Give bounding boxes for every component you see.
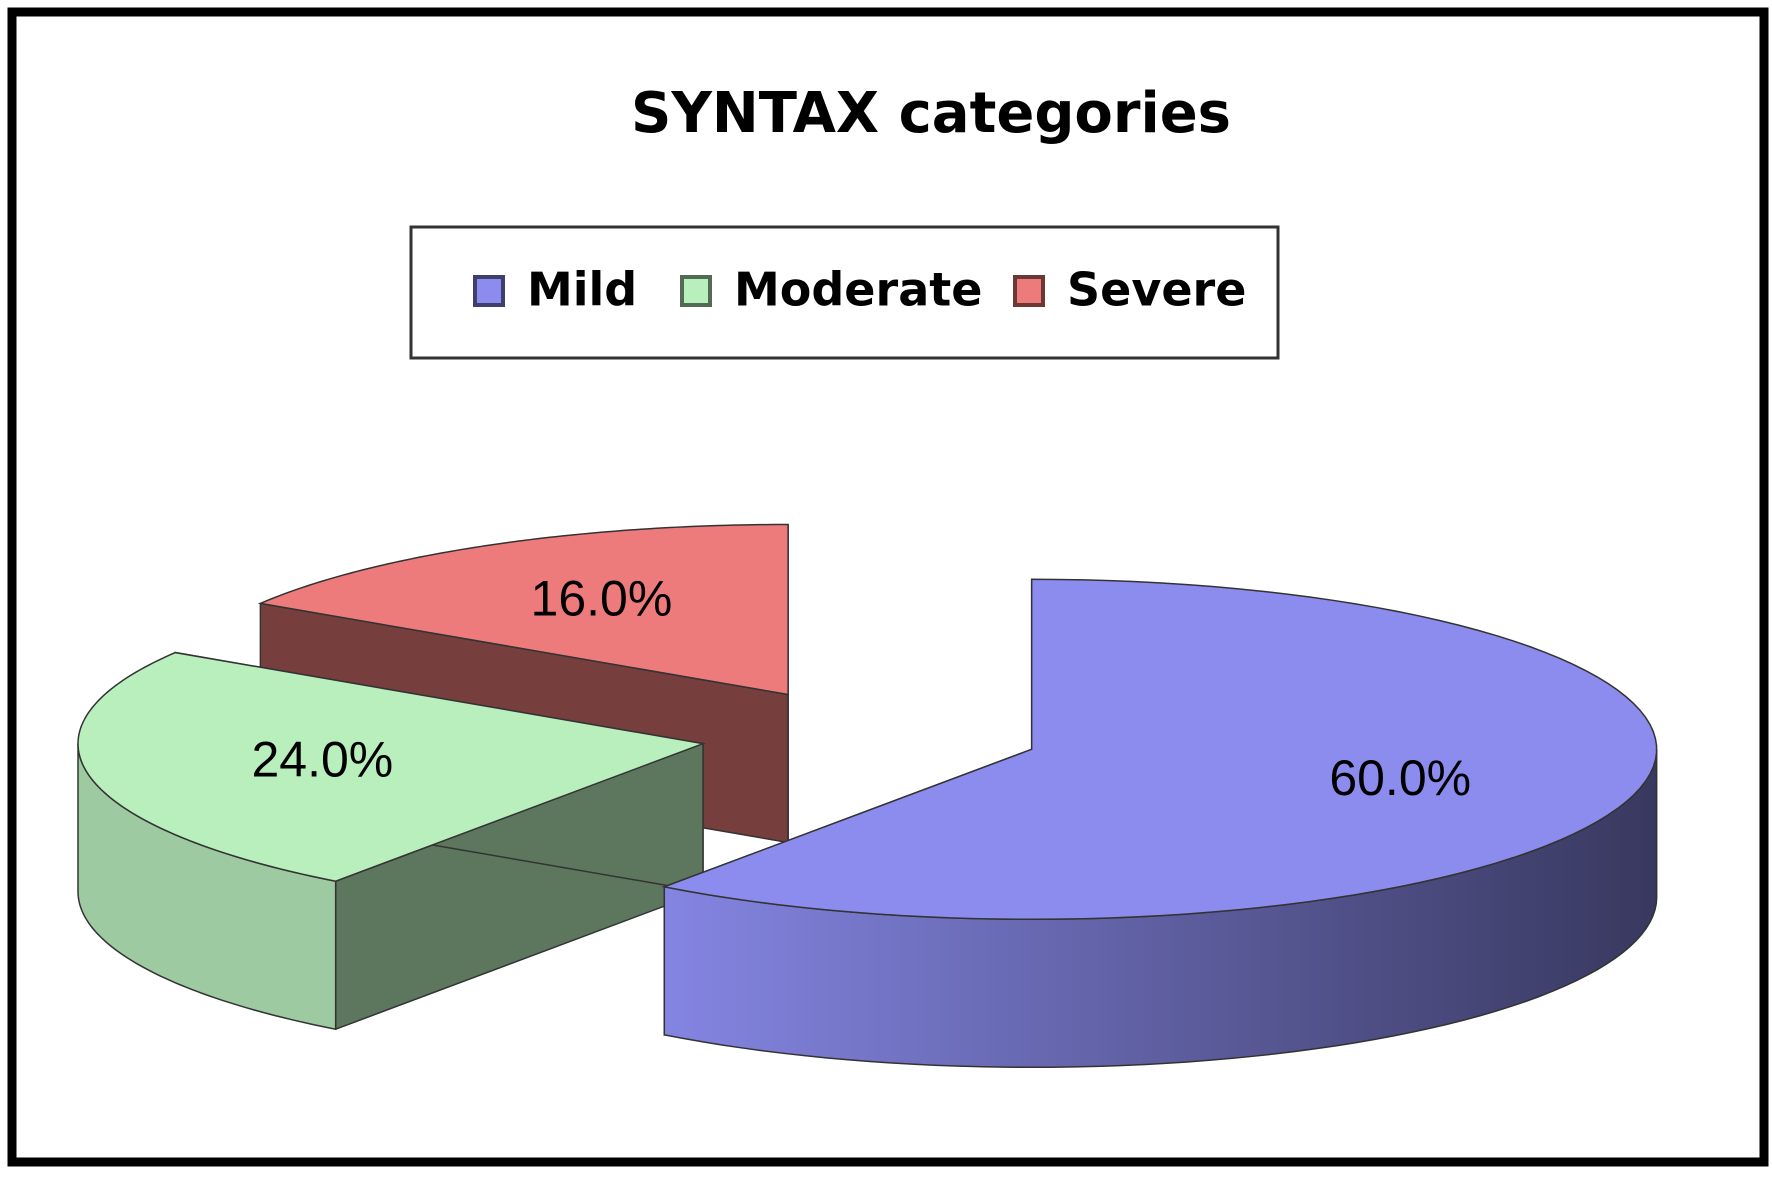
legend-box <box>409 225 1280 360</box>
chart-title: SYNTAX categories <box>631 81 1231 146</box>
legend-swatch <box>680 275 712 307</box>
value-label: 60.0% <box>1329 750 1471 806</box>
legend-swatch <box>473 275 505 307</box>
legend: Mild Moderate Severe <box>409 225 1280 360</box>
value-label: 16.0% <box>531 570 673 626</box>
pie: 60.0% 24.0% 16.0% <box>77 523 1658 1069</box>
pie-slice <box>257 523 789 696</box>
pie-slice <box>77 651 706 882</box>
legend-label: Severe <box>1067 263 1246 317</box>
legend-label: Mild <box>527 263 637 317</box>
legend-swatch <box>1013 275 1045 307</box>
value-label: 24.0% <box>251 732 393 788</box>
pie-slice <box>661 578 1658 921</box>
legend-label: Moderate <box>734 263 982 317</box>
